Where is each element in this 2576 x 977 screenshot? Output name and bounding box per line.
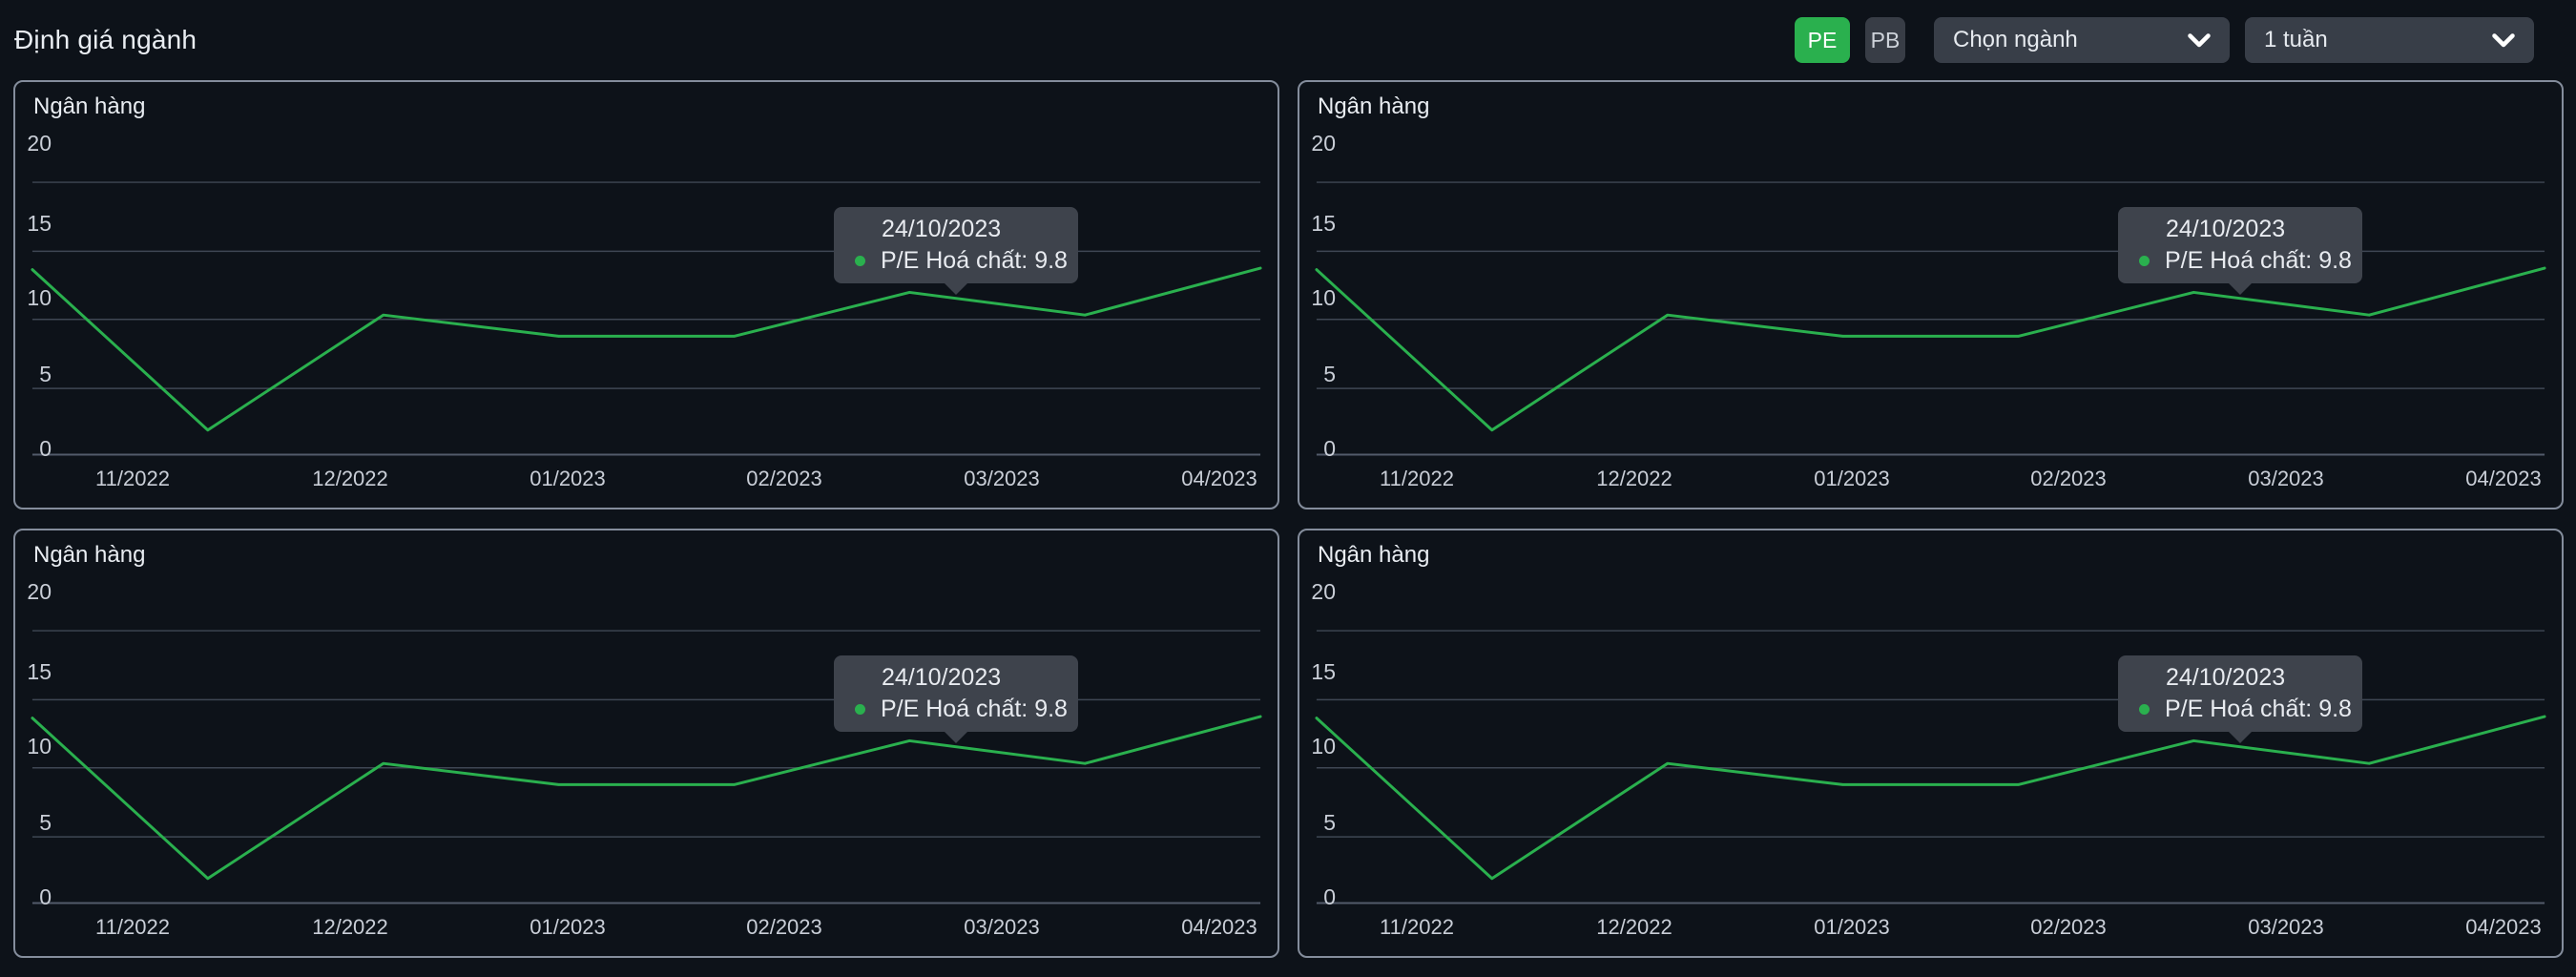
x-axis-label: 12/2022 [1577,915,1692,940]
y-axis-label: 0 [15,435,52,462]
chart-title: Ngân hàng [33,542,145,569]
y-axis-label: 10 [15,733,52,759]
y-axis-label: 15 [15,210,52,237]
y-axis-label: 5 [1299,361,1336,387]
chart-title: Ngân hàng [1318,94,1429,120]
x-axis-label: 11/2022 [1360,467,1474,491]
y-axis-label: 20 [15,130,52,156]
chart-tooltip: 24/10/2023 P/E Hoá chất: 9.8 [834,655,1078,732]
series-line [1317,268,2545,430]
series-dot-icon [2139,704,2150,715]
series-dot-icon [855,256,865,266]
x-axis-label: 12/2022 [293,915,407,940]
x-axis-label: 03/2023 [945,467,1059,491]
x-axis-label: 02/2023 [727,915,841,940]
y-axis-label: 10 [1299,733,1336,759]
series-dot-icon [855,704,865,715]
header-controls: PE PB Chọn ngành 1 tuần [1795,17,2534,63]
series-line [1317,717,2545,879]
pb-toggle-button[interactable]: PB [1865,17,1905,63]
y-axis-label: 15 [1299,210,1336,237]
x-axis-label: 11/2022 [1360,915,1474,940]
tooltip-date: 24/10/2023 [882,664,1078,691]
chart-plot-area[interactable] [1299,82,2562,508]
tooltip-caret [944,731,968,743]
x-axis-label: 04/2023 [1162,915,1277,940]
x-axis-label: 02/2023 [2011,915,2126,940]
tooltip-series-row: P/E Hoá chất: 9.8 [834,696,1078,722]
y-axis-label: 10 [1299,284,1336,311]
tooltip-date: 24/10/2023 [882,216,1078,242]
chart-card: Ngân hàng 20 15 10 5 0 11/2022 12/2022 0… [1298,80,2564,509]
y-axis-label: 5 [15,809,52,836]
chevron-down-icon [2492,33,2515,48]
chart-tooltip: 24/10/2023 P/E Hoá chất: 9.8 [2118,655,2362,732]
y-axis-label: 0 [15,883,52,910]
x-axis-label: 04/2023 [2446,467,2561,491]
period-select-value: 1 tuần [2264,27,2328,53]
tooltip-label: P/E Hoá chất: 9.8 [881,247,1068,274]
chart-card: Ngân hàng 20 15 10 5 0 11/2022 12/2022 0… [13,529,1279,958]
x-axis-label: 12/2022 [1577,467,1692,491]
x-axis-label: 01/2023 [1795,467,1909,491]
x-axis-label: 01/2023 [510,915,625,940]
y-axis-label: 5 [15,361,52,387]
tooltip-series-row: P/E Hoá chất: 9.8 [834,247,1078,274]
tooltip-label: P/E Hoá chất: 9.8 [881,696,1068,722]
y-axis-label: 20 [1299,578,1336,605]
x-axis-label: 12/2022 [293,467,407,491]
y-axis-label: 0 [1299,435,1336,462]
x-axis-label: 03/2023 [2229,467,2343,491]
chart-card: Ngân hàng 20 15 10 5 0 11/2022 12/2022 0… [1298,529,2564,958]
chart-title: Ngân hàng [1318,542,1429,569]
y-axis-label: 0 [1299,883,1336,910]
chart-tooltip: 24/10/2023 P/E Hoá chất: 9.8 [834,207,1078,283]
chart-tooltip: 24/10/2023 P/E Hoá chất: 9.8 [2118,207,2362,283]
pe-toggle-button[interactable]: PE [1795,17,1850,63]
y-axis-label: 15 [1299,658,1336,685]
x-axis-label: 02/2023 [727,467,841,491]
chart-plot-area[interactable] [15,82,1278,508]
tooltip-caret [944,282,968,295]
y-axis-label: 10 [15,284,52,311]
x-axis-label: 02/2023 [2011,467,2126,491]
x-axis-label: 01/2023 [1795,915,1909,940]
x-axis-label: 11/2022 [75,915,190,940]
chart-title: Ngân hàng [33,94,145,120]
x-axis-label: 03/2023 [945,915,1059,940]
period-select[interactable]: 1 tuần [2245,17,2534,63]
x-axis-label: 11/2022 [75,467,190,491]
chart-card: Ngân hàng 20 15 10 5 0 11/2022 12/2022 0… [13,80,1279,509]
tooltip-series-row: P/E Hoá chất: 9.8 [2118,247,2362,274]
industry-select-value: Chọn ngành [1953,27,2078,53]
y-axis-label: 5 [1299,809,1336,836]
x-axis-label: 01/2023 [510,467,625,491]
page-title: Định giá ngành [14,25,197,55]
charts-grid: Ngân hàng 20 15 10 5 0 11/2022 12/2022 0… [13,80,2564,958]
tooltip-caret [2228,282,2253,295]
chevron-down-icon [2188,33,2211,48]
tooltip-label: P/E Hoá chất: 9.8 [2165,696,2352,722]
x-axis-label: 03/2023 [2229,915,2343,940]
series-line [32,268,1260,430]
tooltip-label: P/E Hoá chất: 9.8 [2165,247,2352,274]
tooltip-series-row: P/E Hoá chất: 9.8 [2118,696,2362,722]
series-line [32,717,1260,879]
series-dot-icon [2139,256,2150,266]
y-axis-label: 20 [15,578,52,605]
chart-plot-area[interactable] [15,530,1278,956]
tooltip-caret [2228,731,2253,743]
tooltip-date: 24/10/2023 [2166,664,2362,691]
chart-plot-area[interactable] [1299,530,2562,956]
tooltip-date: 24/10/2023 [2166,216,2362,242]
x-axis-label: 04/2023 [2446,915,2561,940]
y-axis-label: 20 [1299,130,1336,156]
page-header: Định giá ngành PE PB Chọn ngành 1 tuần [0,0,2576,80]
y-axis-label: 15 [15,658,52,685]
x-axis-label: 04/2023 [1162,467,1277,491]
industry-select[interactable]: Chọn ngành [1934,17,2230,63]
